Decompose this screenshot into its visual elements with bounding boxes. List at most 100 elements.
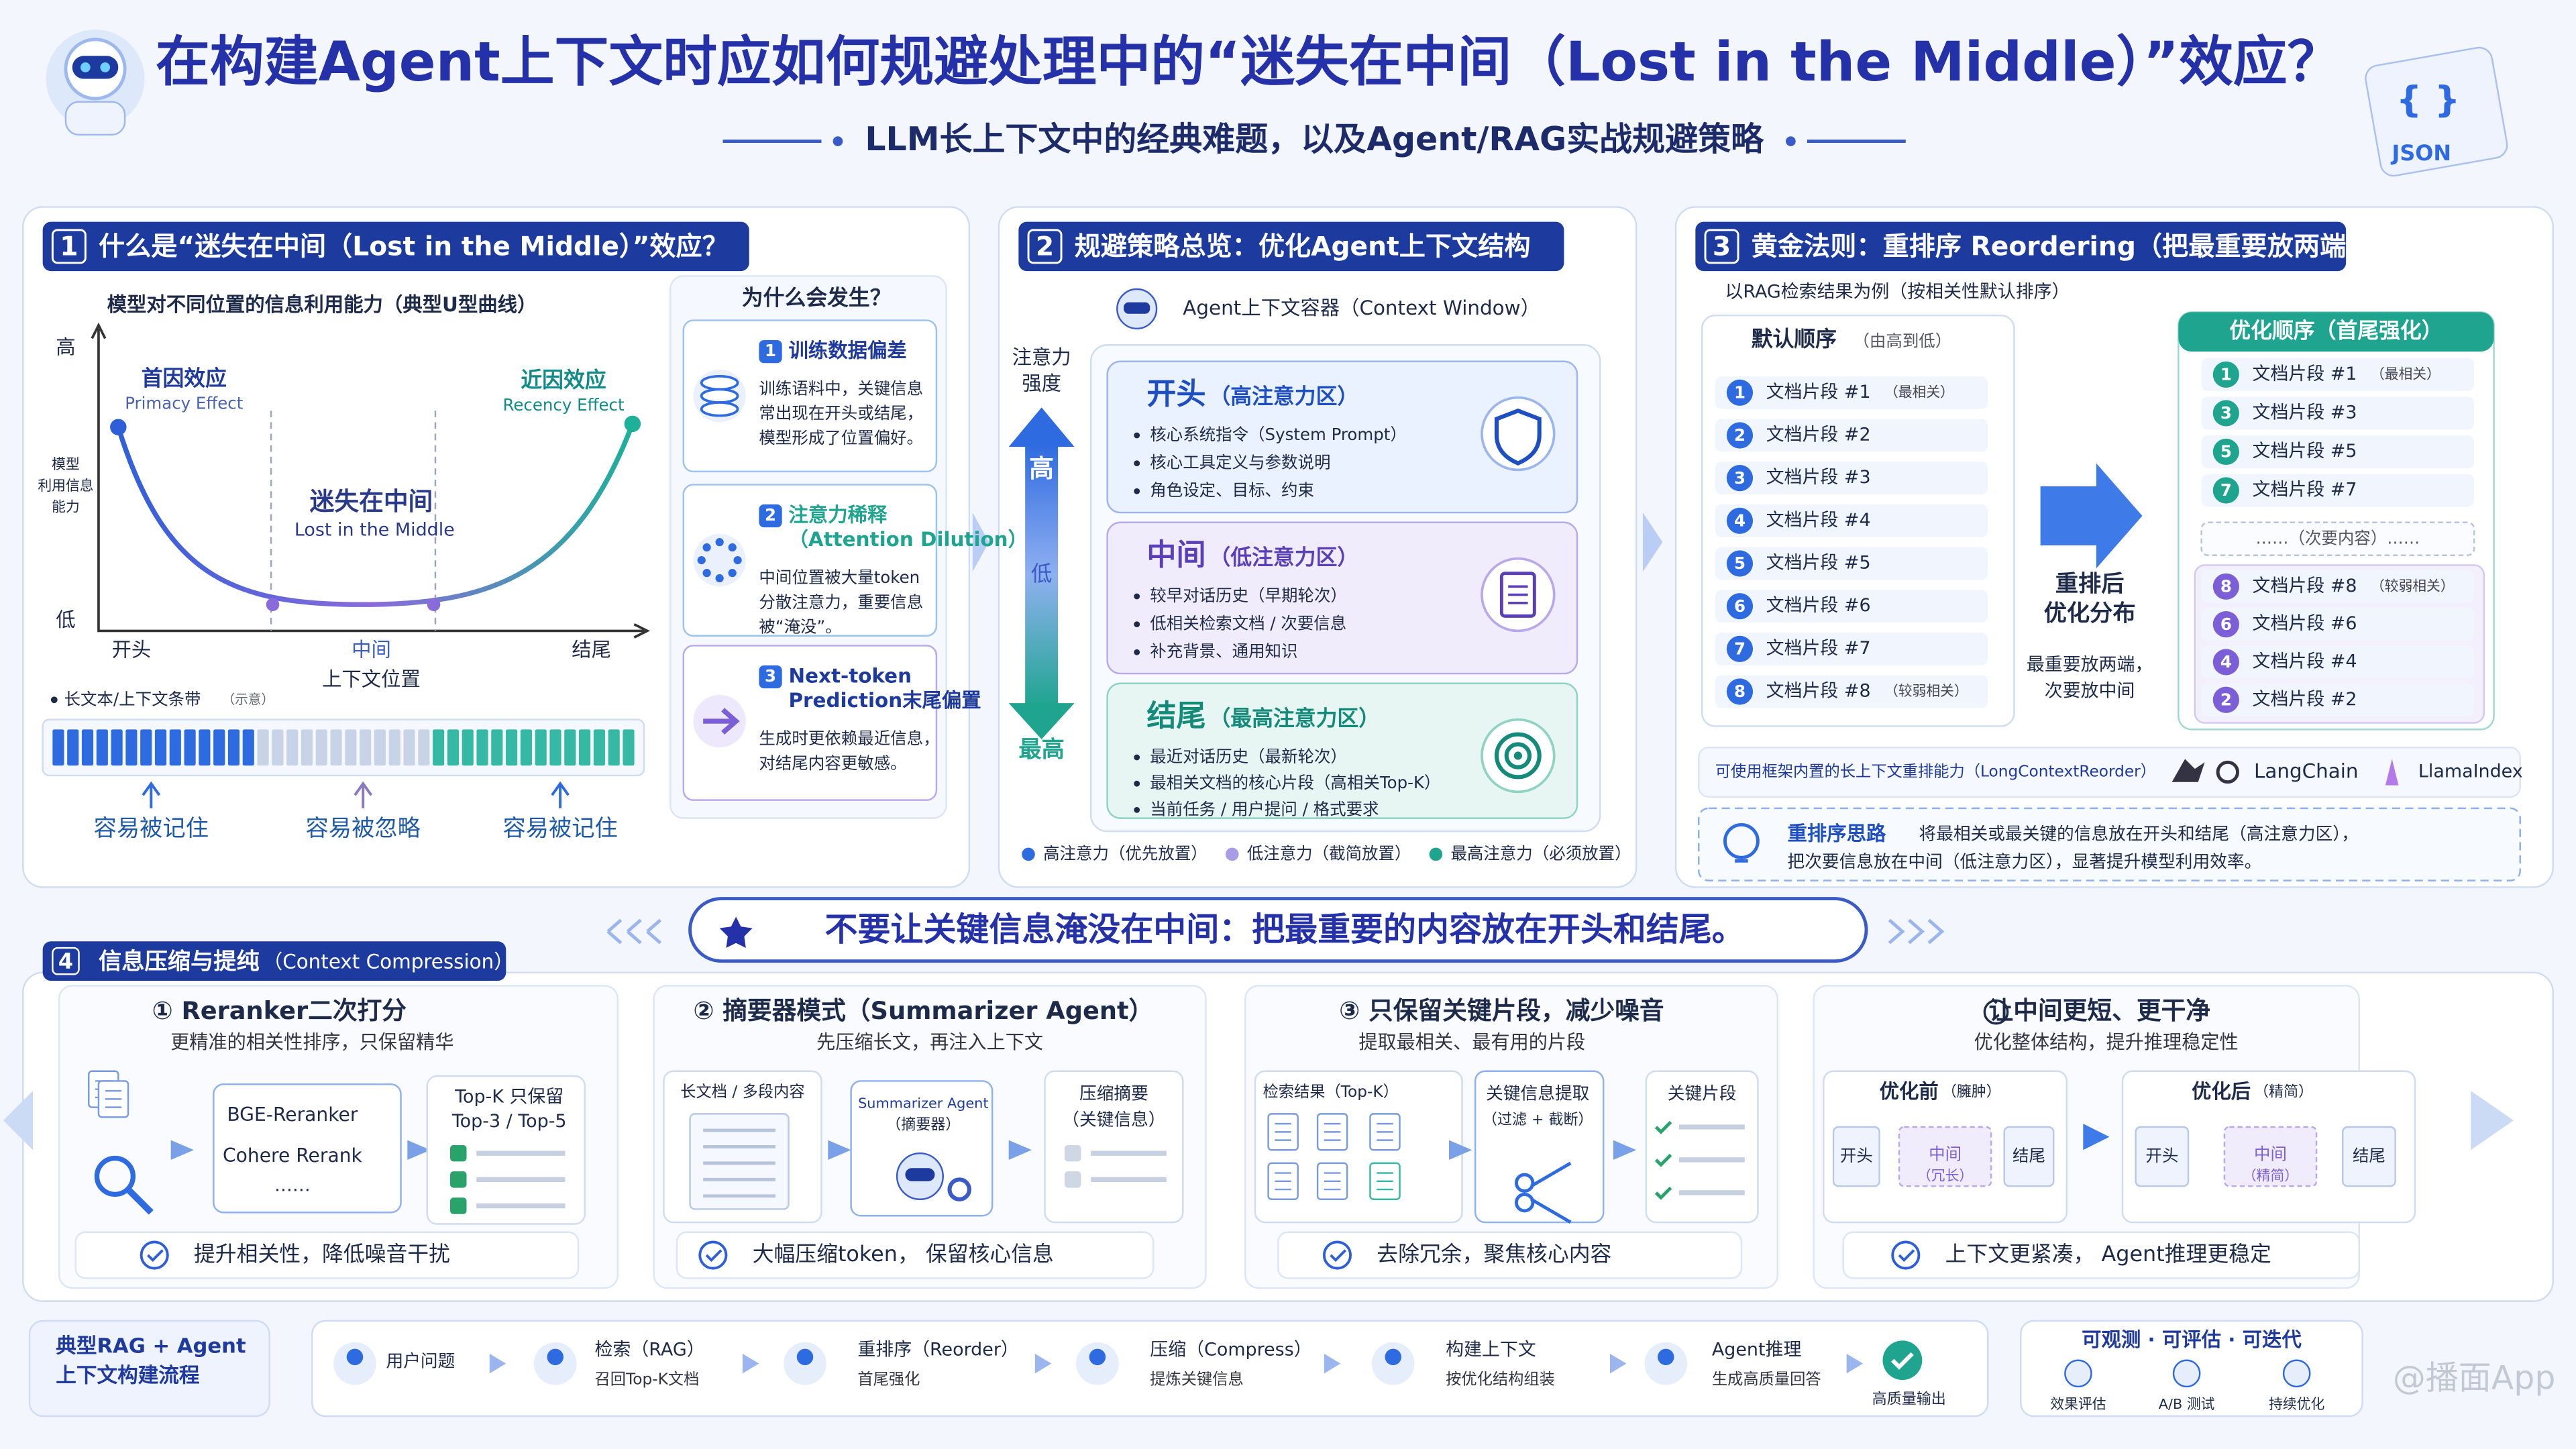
card-label: （关键信息） — [1062, 1110, 1165, 1130]
shield-icon — [1494, 408, 1542, 466]
strip-cell — [623, 729, 635, 766]
footer-icon — [140, 1240, 169, 1270]
card-footer — [74, 1231, 580, 1279]
list-number: 8 — [2220, 577, 2232, 596]
list-note: （较弱相关） — [1884, 683, 1968, 699]
footer-icon — [147, 1249, 164, 1263]
legend-dot — [1429, 847, 1443, 861]
list-row — [1715, 462, 1988, 495]
list-text: 文档片段 #4 — [2253, 651, 2357, 672]
strip-cell — [199, 729, 211, 766]
reason-title: 注意力稀释 — [789, 503, 888, 526]
card-label: 中间 — [2254, 1144, 2287, 1164]
list-number-bg — [1726, 635, 1754, 662]
list-text: 文档片段 #8 — [1766, 681, 1871, 702]
card-label: 结尾 — [2353, 1146, 2385, 1165]
segment — [1832, 1126, 1880, 1187]
strip-cell — [418, 729, 430, 766]
list-sub: （由高到低） — [1853, 331, 1951, 350]
done-icon — [1882, 1340, 1923, 1381]
list-title: 优化顺序（首尾强化） — [2229, 318, 2443, 343]
step-title: 压缩（Compress） — [1150, 1340, 1311, 1360]
card-title: ③ 只保留关键片段，减少噪音 — [1339, 996, 1664, 1025]
strip-cell — [301, 729, 313, 766]
list-text: 文档片段 #7 — [2253, 480, 2357, 500]
reason-title: 训练数据偏差 — [789, 339, 907, 362]
list-number-bg — [2212, 573, 2239, 600]
number-frame — [52, 947, 80, 975]
list-text: 文档片段 #6 — [1766, 595, 1871, 616]
list-row — [2201, 608, 2475, 641]
reason-card — [682, 645, 938, 801]
strip-cell — [579, 729, 591, 766]
strip-cell — [564, 729, 576, 766]
ops-icon — [2282, 1359, 2311, 1388]
zone-sub: （最高注意力区） — [1209, 706, 1380, 731]
check-box — [450, 1197, 467, 1214]
zone-item: 补充背景、通用知识 — [1150, 641, 1297, 661]
strip-cell — [593, 729, 605, 766]
flow-label: 上下文构建流程 — [56, 1364, 199, 1388]
reason-body: 分散注意力，重要信息 — [759, 592, 923, 612]
list-row — [2201, 435, 2475, 468]
axis-low: 低 — [1031, 561, 1053, 586]
clock-icon — [1983, 999, 2009, 1025]
reason-number: 3 — [765, 666, 776, 686]
list-text: 文档片段 #5 — [1766, 553, 1871, 574]
done-icon — [1891, 1352, 1914, 1370]
list-number-bg — [1726, 507, 1754, 534]
list-text: 文档片段 #6 — [2253, 613, 2357, 634]
curve-end — [110, 419, 127, 435]
x-axis-label: 结尾 — [572, 638, 611, 661]
arrow-desc: 次要放中间 — [2045, 681, 2135, 702]
legend-dot — [1225, 847, 1239, 861]
list-number-bg — [1726, 422, 1754, 449]
strip-cell — [272, 729, 284, 766]
reason-card — [682, 484, 938, 637]
tool-icon — [2385, 759, 2399, 786]
list-row — [1715, 419, 1988, 452]
strip-cell — [433, 729, 445, 766]
arrow — [407, 1140, 431, 1160]
primacy-sub: Primacy Effect — [125, 393, 244, 413]
star-icon — [719, 916, 753, 949]
reason-body: 对结尾内容更敏感。 — [759, 753, 906, 773]
arrow — [1610, 1353, 1627, 1374]
card-footer-text: 上下文更紧凑， Agent推理更稳定 — [1945, 1241, 2271, 1267]
magnifier-icon — [94, 1155, 136, 1197]
scissors-icon — [1514, 1192, 1535, 1213]
axis-arrow — [1008, 703, 1075, 740]
card-label: Top-3 / Top-5 — [451, 1111, 567, 1132]
list-text: 文档片段 #1 — [2253, 364, 2357, 384]
arrow-desc: 最重要放两端， — [2027, 654, 2153, 675]
arrow — [2083, 1124, 2110, 1150]
section-number: 2 — [1036, 231, 1054, 262]
section-header — [1018, 221, 1564, 272]
recency-sub: Recency Effect — [502, 395, 625, 415]
arrow-icon — [703, 708, 740, 735]
bullet — [1134, 488, 1140, 494]
check-mark — [1654, 1153, 1672, 1167]
footer-icon — [1891, 1240, 1921, 1270]
bulb-icon — [1723, 822, 1760, 859]
page-subtitle: LLM长上下文中的经典难题，以及Agent/RAG实战规避策略 — [865, 120, 1764, 158]
number-frame — [1027, 229, 1063, 264]
list-number-bg — [1726, 379, 1754, 406]
ops-icon — [2172, 1359, 2201, 1388]
list-number: 5 — [1734, 553, 1746, 573]
curve-point — [427, 598, 441, 612]
scissors-icon — [1530, 1161, 1572, 1224]
list-text: 文档片段 #5 — [2253, 441, 2357, 462]
step-icon — [547, 1348, 564, 1366]
list-number: 7 — [2220, 480, 2232, 500]
primacy-label: 首因效应 — [142, 366, 227, 391]
card-label: 优化前 — [1880, 1080, 1939, 1103]
zone-item: 最近对话历史（最新轮次） — [1150, 747, 1347, 766]
list-row — [1715, 590, 1988, 623]
tip-body: 将最相关或最关键的信息放在开头和结尾（高注意力区）， — [1919, 824, 2358, 845]
strip-cell — [67, 729, 79, 766]
arrow — [742, 1353, 759, 1374]
dot-icon — [715, 538, 724, 547]
list-text: 文档片段 #3 — [1766, 467, 1871, 488]
curve-point — [266, 598, 280, 612]
